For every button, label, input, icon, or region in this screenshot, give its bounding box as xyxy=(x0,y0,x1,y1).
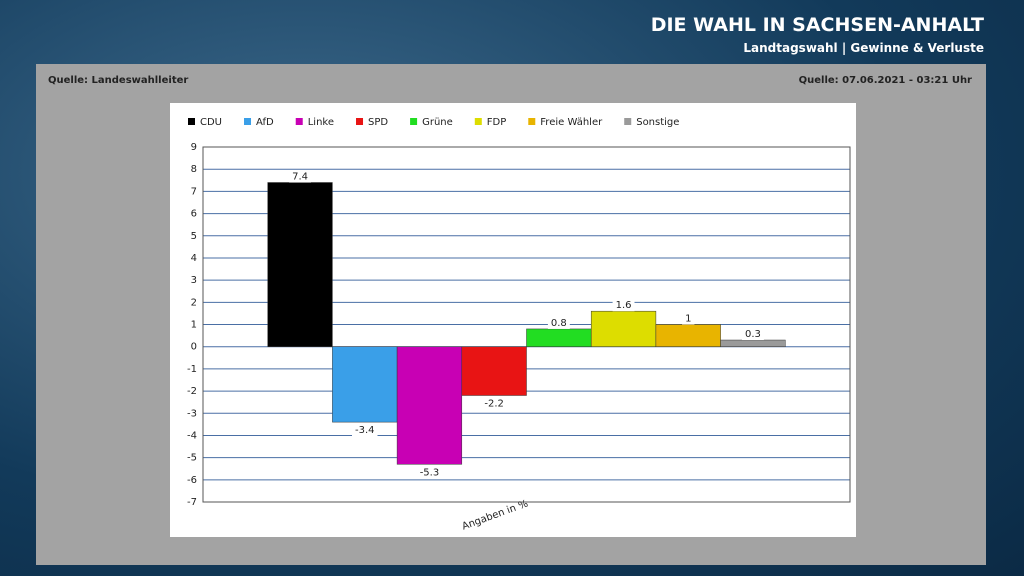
legend-swatch xyxy=(624,118,632,125)
value-label: 0.8 xyxy=(551,318,567,329)
bar xyxy=(461,346,527,396)
value-label-bg xyxy=(682,312,695,325)
legend-swatch xyxy=(410,118,418,125)
y-tick-label: 1 xyxy=(191,320,197,331)
value-label: -3.4 xyxy=(355,425,375,436)
y-tick-label: 3 xyxy=(191,275,197,286)
legend-label: CDU xyxy=(200,117,222,128)
value-label-bg xyxy=(351,424,378,437)
y-tick-label: 0 xyxy=(191,342,197,353)
value-label-bg xyxy=(612,299,635,312)
subtitle: Landtagswahl | Gewinne & Verluste xyxy=(743,41,984,55)
bar xyxy=(332,346,398,423)
legend-label: Sonstige xyxy=(636,117,679,128)
bar xyxy=(396,346,463,465)
legend-swatch xyxy=(188,118,195,125)
y-tick-label: -5 xyxy=(187,453,197,464)
value-label-bg xyxy=(289,170,312,183)
legend-swatch xyxy=(244,118,252,125)
y-tick-label: -4 xyxy=(187,430,197,441)
y-tick-label: 6 xyxy=(191,209,197,220)
value-label: 7.4 xyxy=(292,172,308,183)
legend-label: SPD xyxy=(368,117,388,128)
y-tick-label: -1 xyxy=(187,364,197,375)
legend-label: FDP xyxy=(487,117,506,128)
bar xyxy=(590,310,657,347)
value-label-bg xyxy=(547,316,570,329)
y-tick-label: 8 xyxy=(191,164,197,175)
value-label: -5.3 xyxy=(420,467,440,478)
plot-frame xyxy=(202,146,851,503)
source-left: Quelle: Landeswahlleiter xyxy=(48,75,189,86)
bar xyxy=(655,324,721,347)
chart: -7 -6 -5 -4 -3 -2 -1 0 1 2 3 4 5 6 7 8 9 CDU AfD Linke SPD Gr… xyxy=(170,103,856,537)
value-label-bg xyxy=(416,466,443,479)
value-label: 0.3 xyxy=(745,329,761,340)
y-tick-label: 5 xyxy=(191,231,197,242)
value-label: -2.2 xyxy=(484,399,504,410)
y-tick-label: -6 xyxy=(187,475,197,486)
y-tick-label: -3 xyxy=(187,408,197,419)
value-label: 1.6 xyxy=(616,300,632,311)
bar xyxy=(267,182,333,347)
y-tick-label: -2 xyxy=(187,386,197,397)
y-tick-label: 2 xyxy=(191,297,197,308)
value-label-bg xyxy=(481,397,507,410)
bar xyxy=(720,339,786,347)
legend-label: Freie Wähler xyxy=(540,117,603,128)
panel: Quelle: Landeswahlleiter Quelle: 07.06.2… xyxy=(36,64,986,565)
y-tick-label: 4 xyxy=(191,253,197,264)
value-label: 1 xyxy=(685,314,691,325)
title: DIE WAHL IN SACHSEN-ANHALT xyxy=(650,14,984,36)
source-right: Quelle: 07.06.2021 - 03:21 Uhr xyxy=(798,75,972,86)
legend-swatch xyxy=(295,118,303,125)
y-tick-label: 9 xyxy=(191,142,197,153)
legend-swatch xyxy=(356,118,364,125)
y-tick-label: -7 xyxy=(187,497,197,508)
value-label-bg xyxy=(741,328,764,341)
legend-swatch xyxy=(528,118,536,125)
legend-label: Grüne xyxy=(422,117,453,128)
legend-label: AfD xyxy=(256,117,274,128)
legend-swatch xyxy=(474,118,482,125)
bar xyxy=(526,328,592,347)
legend-label: Linke xyxy=(308,117,334,128)
y-tick-label: 7 xyxy=(191,186,197,197)
